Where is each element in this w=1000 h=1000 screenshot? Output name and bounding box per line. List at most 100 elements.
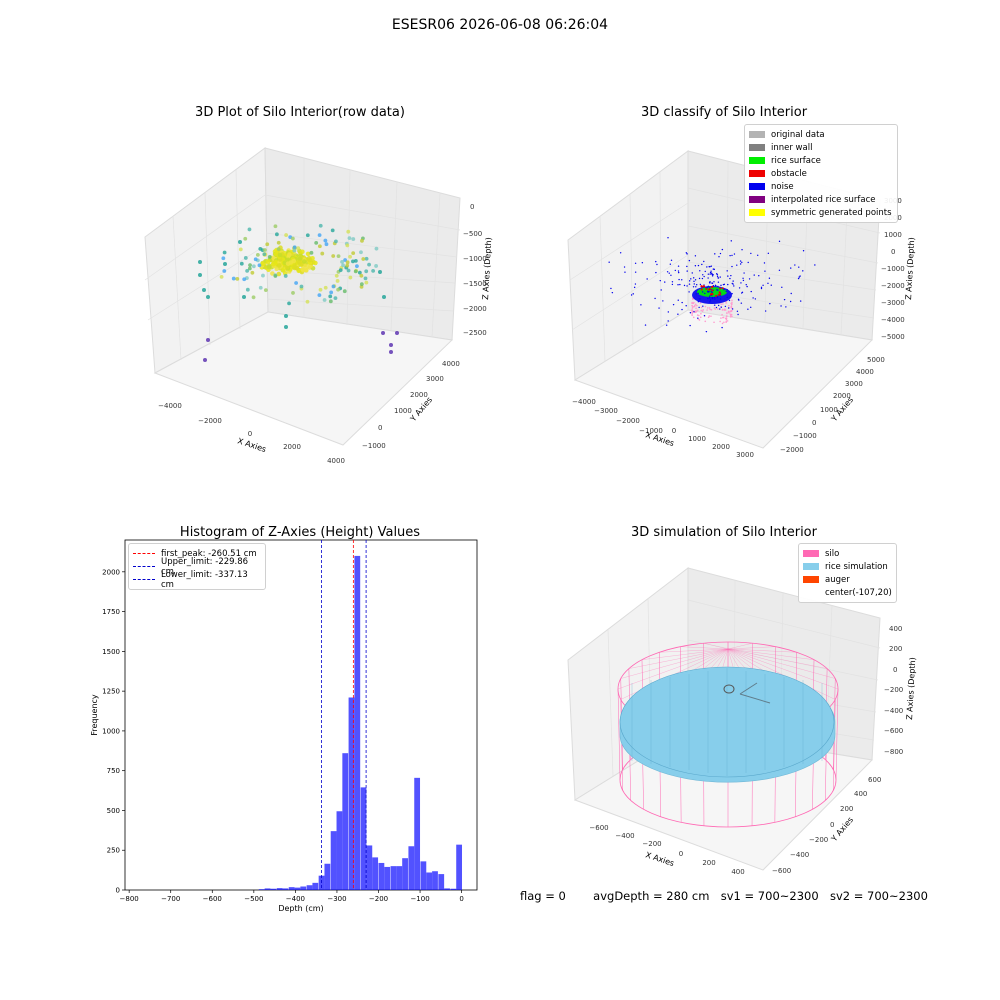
classify-noise-point <box>671 281 674 283</box>
raw-data-point <box>343 258 348 262</box>
classify-noise-point <box>678 278 680 281</box>
classify-y-ticks: −2000 −1000 0 1000 2000 3000 4000 5000 <box>780 356 885 454</box>
raw-data-point <box>320 251 325 256</box>
histogram-bar <box>408 846 415 890</box>
raw-data-point <box>243 236 248 241</box>
classify-noise-point <box>667 320 669 322</box>
classify-y-tick: 1000 <box>820 406 838 414</box>
raw-data-point <box>329 290 334 295</box>
raw-data-point <box>305 299 310 304</box>
raw-y-ticks: −1000 0 1000 2000 3000 4000 <box>362 360 460 450</box>
legend-entry-noise: noise <box>749 180 893 193</box>
classify-noise-point <box>716 289 718 291</box>
raw-data-point <box>245 268 250 273</box>
classify-noise-point <box>701 291 704 293</box>
classify-noise-point <box>713 296 716 299</box>
classify-point <box>700 312 702 315</box>
legend-line <box>133 579 155 580</box>
classify-point <box>691 314 693 316</box>
classify-noise-point <box>768 277 771 279</box>
raw-data-point <box>260 261 266 267</box>
classify-noise-point <box>702 274 704 276</box>
raw-data-point <box>296 246 301 251</box>
classify-point <box>731 315 733 318</box>
raw-data-point <box>318 287 323 292</box>
raw-data-point <box>324 242 329 247</box>
classify-noise-point <box>711 282 714 284</box>
classify-noise-point <box>677 299 679 301</box>
classify-point <box>727 310 730 313</box>
classify-noise-point <box>668 272 670 274</box>
classify-point <box>694 304 696 307</box>
simulation-x-tick: −200 <box>642 840 661 848</box>
raw-z-label: Z Axies (Depth) <box>481 237 493 300</box>
histogram-title: Histogram of Z-Axies (Height) Values <box>180 525 420 540</box>
raw-data-point <box>300 249 305 255</box>
raw-data-point <box>287 252 292 257</box>
legend-label: first_peak: -260.51 cm <box>161 548 257 559</box>
raw-data-point <box>347 236 352 241</box>
legend-entry-lower-limit: Lower_limit: -337.13 cm <box>133 570 261 590</box>
histogram-x-tick-label: −300 <box>327 895 346 903</box>
histogram-y-ticks: 0 250 500 750 1000 1250 1500 1750 2000 <box>102 568 125 895</box>
classify-noise-point <box>656 263 658 266</box>
classify-noise-point <box>681 301 683 304</box>
classify-noise-point <box>705 330 708 333</box>
auger-ring <box>723 684 735 694</box>
classify-noise-point <box>681 279 683 281</box>
histogram-y-tick-label: 1000 <box>102 727 120 735</box>
raw-data-point <box>284 325 288 329</box>
legend-swatch <box>749 170 765 177</box>
classify-noise-point <box>664 281 666 283</box>
raw-data-point <box>301 259 307 264</box>
classify-noise-point <box>688 280 691 282</box>
raw-data-point <box>367 262 371 267</box>
classify-noise-point <box>685 305 687 307</box>
classify-noise-point <box>719 298 722 300</box>
legend-label: symmetric generated points <box>771 207 892 218</box>
classify-obstacle-point <box>718 291 721 294</box>
raw-data-point <box>345 263 350 268</box>
classify-noise-point <box>725 290 727 293</box>
classify-point <box>695 310 697 312</box>
classify-point <box>713 307 716 309</box>
classify-noise-point <box>699 283 702 286</box>
classify-noise-point <box>677 265 680 267</box>
raw-data-point <box>378 270 382 274</box>
classify-y-tick: 4000 <box>856 368 874 376</box>
classify-point <box>694 311 697 314</box>
sv1-text: sv1 = 700~2300 <box>720 889 819 903</box>
raw-data-point <box>203 358 207 362</box>
raw-data-point <box>336 254 341 259</box>
classify-noise-point <box>737 313 739 316</box>
classify-point <box>729 310 732 313</box>
silo-roof-wire <box>727 648 828 669</box>
simulation-x-tick: −400 <box>615 832 634 840</box>
classify-noise-point <box>711 291 713 294</box>
raw-data-point <box>340 259 344 264</box>
classify-noise-point <box>701 277 704 280</box>
histogram-x-tick-label: −100 <box>410 895 429 903</box>
legend-entry-interpolated: interpolated rice surface <box>749 193 893 206</box>
raw-data-point <box>292 248 297 253</box>
classify-obstacle-point <box>708 287 711 290</box>
classify-noise-point <box>714 304 716 306</box>
raw-data-point <box>342 289 347 294</box>
raw-data-point <box>313 260 318 266</box>
classify-noise-point <box>728 307 730 309</box>
raw-data-point <box>297 256 303 262</box>
classify-noise-point <box>640 304 642 306</box>
classify-point <box>695 307 697 310</box>
histogram-bar <box>258 889 265 890</box>
raw-y-tick: 3000 <box>426 375 444 383</box>
histogram-x-tick-label: −500 <box>244 895 263 903</box>
histogram-plot-area <box>124 539 478 891</box>
classify-noise-point <box>697 301 700 303</box>
classify-noise-point <box>719 308 721 310</box>
silo-roof-wire <box>727 648 815 660</box>
raw-data-point <box>395 331 399 335</box>
classify-noise-point <box>707 273 710 275</box>
classify-noise-point <box>740 302 743 304</box>
histogram-bar <box>312 882 319 890</box>
classify-x-tick: −3000 <box>594 407 618 415</box>
